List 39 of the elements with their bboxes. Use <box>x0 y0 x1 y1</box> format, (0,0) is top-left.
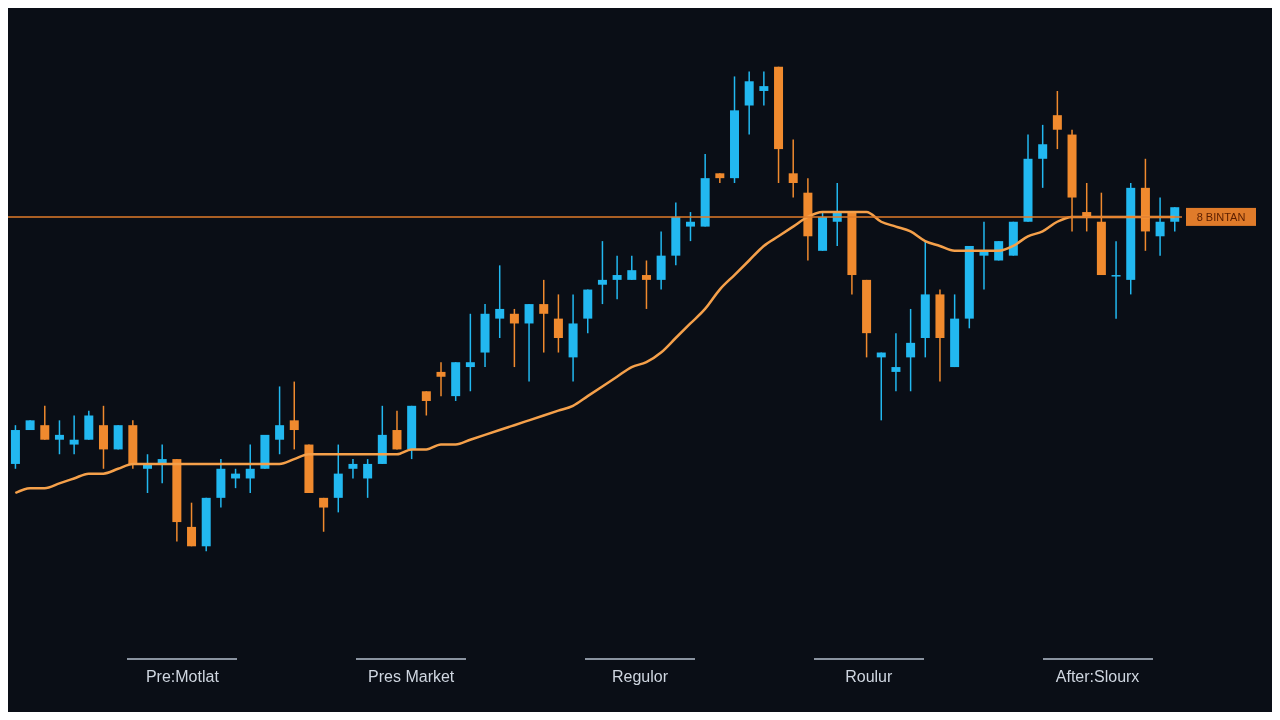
candlestick <box>1111 240 1121 320</box>
text: Regulor <box>584 658 695 686</box>
candlestick <box>465 313 475 393</box>
ref-line-label: 8 BINTAN <box>1196 210 1246 223</box>
candlestick <box>319 497 329 533</box>
candlestick <box>69 414 79 455</box>
candlestick <box>994 240 1004 262</box>
candlestick <box>436 361 446 397</box>
text: Pres Market <box>356 658 467 686</box>
candlestick <box>1155 196 1165 257</box>
candlestick <box>539 279 549 354</box>
candlestick <box>187 501 197 548</box>
candlestick <box>289 380 299 451</box>
candlestick <box>627 254 637 281</box>
text: After:Slourx <box>1042 658 1153 686</box>
candlestick <box>685 211 695 242</box>
candlestick <box>641 259 651 310</box>
candlestick <box>1052 90 1062 150</box>
candlestick <box>348 458 358 480</box>
text: Roulur <box>813 658 924 686</box>
candlestick <box>495 264 505 339</box>
candlestick <box>54 419 64 455</box>
candlestick <box>275 385 285 455</box>
candlestick <box>509 308 519 368</box>
candlestick <box>788 138 798 199</box>
candlestick <box>1038 124 1048 189</box>
candlestick <box>612 254 622 300</box>
candlestick <box>421 390 431 417</box>
candlestick <box>759 70 769 107</box>
candlestick <box>553 293 563 354</box>
candlestick <box>524 303 534 383</box>
candlestick <box>245 443 255 494</box>
candlestick <box>40 405 50 441</box>
text: Pre:Motlat <box>127 658 238 686</box>
candlestick <box>363 458 373 499</box>
candlestick <box>891 332 901 393</box>
candlestick <box>597 240 607 305</box>
candlestick <box>392 409 402 451</box>
candlestick <box>906 308 916 393</box>
